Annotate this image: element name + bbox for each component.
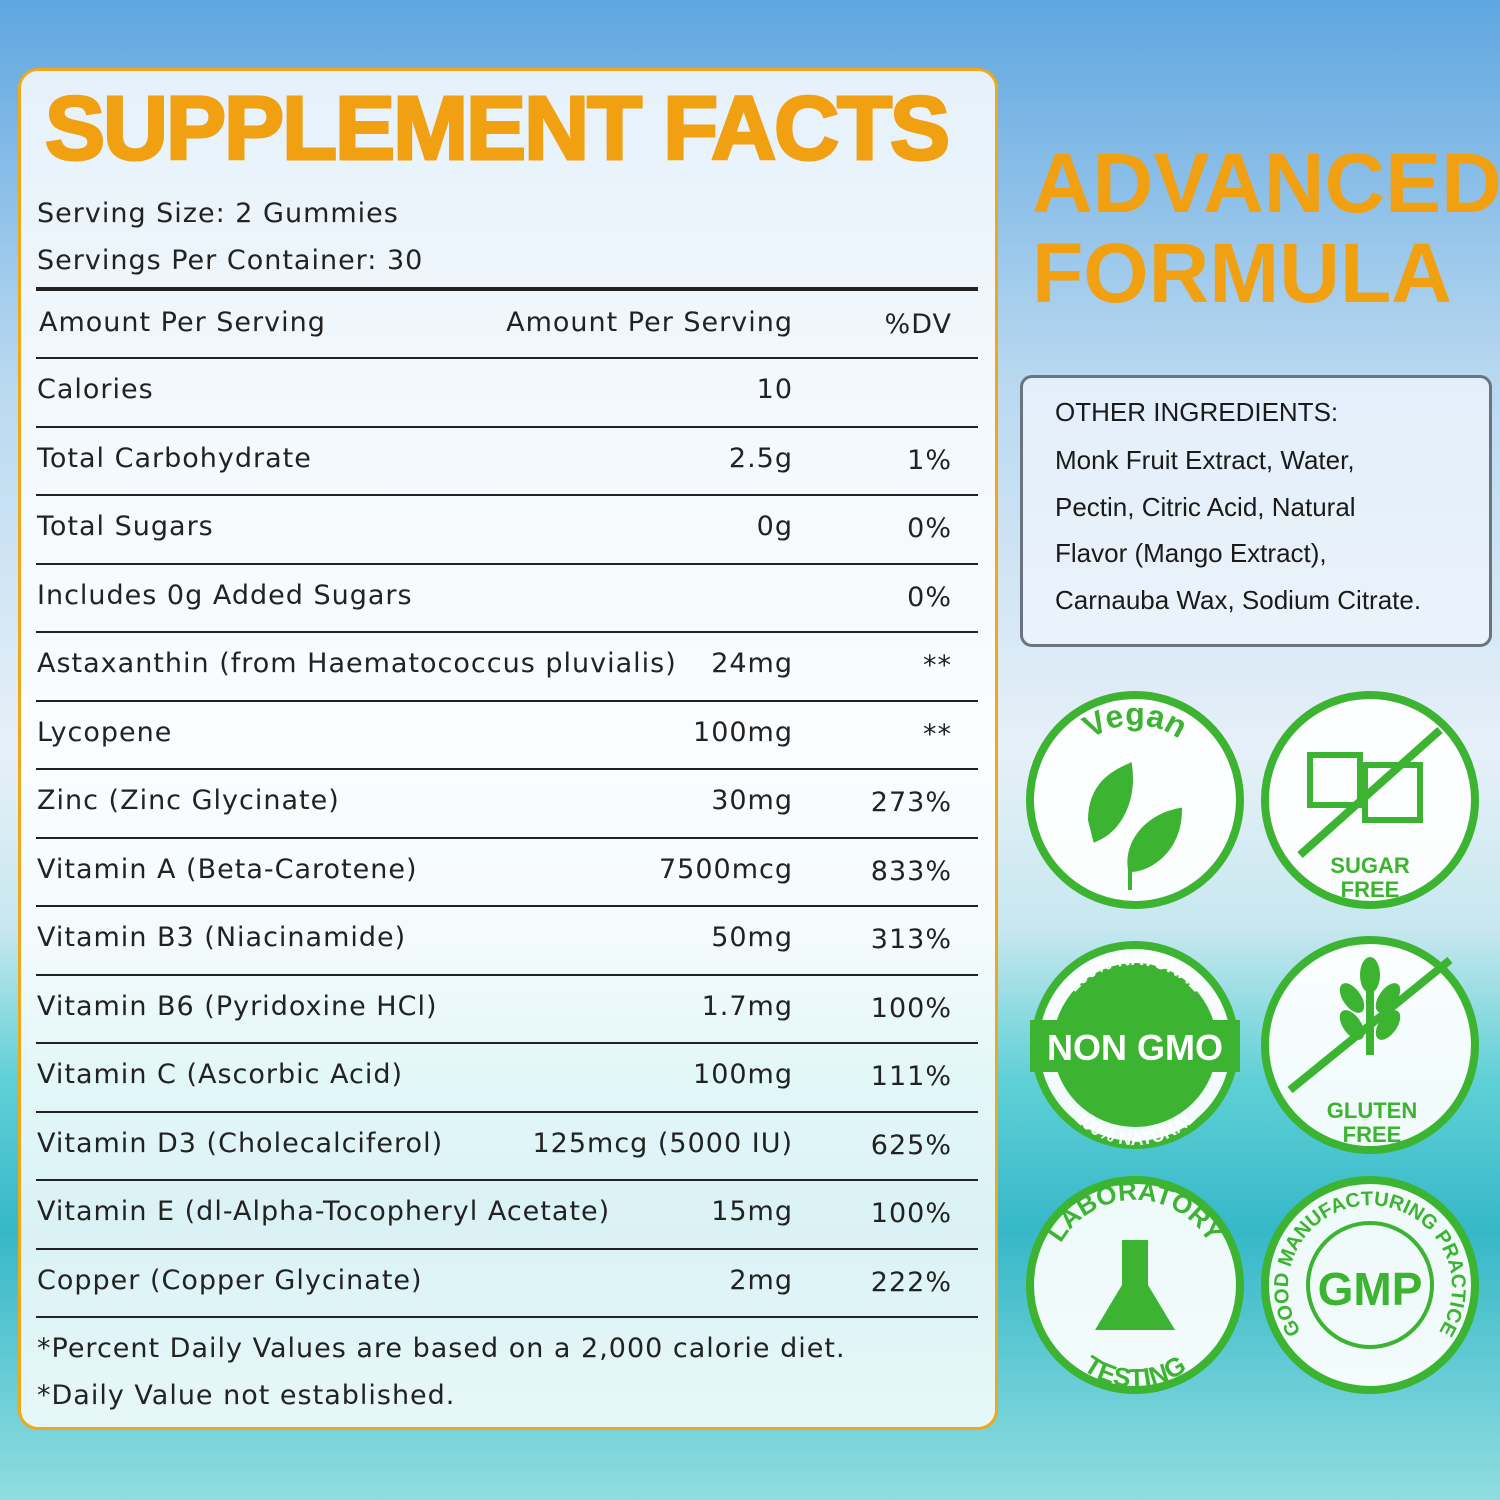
- nutrient-name: Lycopene: [37, 716, 173, 748]
- row-divider: [36, 562, 978, 565]
- nutrient-dv: 273%: [870, 787, 952, 818]
- nutrient-dv: 0%: [907, 581, 952, 613]
- row-divider: [36, 1179, 978, 1181]
- nutrient-name: Calories: [37, 374, 154, 405]
- row-divider: [36, 905, 978, 907]
- nutrient-amount: 125mcg (5000 IU): [532, 1127, 793, 1159]
- serving-size: Serving Size: 2 Gummies: [37, 198, 399, 229]
- nutrient-amount: 1.7mg: [701, 990, 793, 1022]
- badge-text: GMP: [1318, 1263, 1423, 1315]
- row-divider: [36, 1042, 978, 1044]
- formula-title: FORMULA: [1032, 226, 1452, 320]
- nutrient-dv: 100%: [870, 1198, 952, 1229]
- row-divider: [36, 1247, 978, 1250]
- nutrient-name: Vitamin B6 (Pyridoxine HCl): [37, 990, 438, 1022]
- row-divider: [36, 768, 978, 770]
- row-divider: [36, 1316, 978, 1318]
- flask-icon: [1095, 1240, 1175, 1330]
- nutrient-name: Includes 0g Added Sugars: [37, 579, 413, 611]
- ingredients-line: Flavor (Mango Extract),: [1055, 538, 1327, 568]
- row-divider: [36, 973, 978, 976]
- ingredients-line: Monk Fruit Extract, Water,: [1055, 445, 1355, 475]
- badge-gmp: [1261, 1176, 1479, 1394]
- nutrient-amount: 2.5g: [728, 442, 793, 474]
- nutrient-amount: 15mg: [711, 1196, 793, 1227]
- wheat-icon: [1339, 957, 1401, 1055]
- row-divider: [36, 494, 978, 496]
- nutrient-dv: 0%: [907, 513, 952, 544]
- ribbon: [1030, 1020, 1240, 1072]
- cube-icon: [1297, 727, 1443, 858]
- divider: [36, 287, 978, 291]
- nutrient-dv: 111%: [870, 1061, 952, 1092]
- nutrient-amount: 2mg: [729, 1264, 793, 1296]
- servings-per-container: Servings Per Container: 30: [37, 245, 424, 276]
- formula-title: ADVANCED: [1032, 136, 1500, 230]
- nutrient-name: Total Carbohydrate: [37, 442, 312, 474]
- footnote: *Percent Daily Values are based on a 2,0…: [37, 1333, 846, 1364]
- nutrient-amount: 24mg: [711, 648, 793, 679]
- nutrient-name: Astaxanthin (from Haematococcus pluviali…: [37, 648, 677, 679]
- nutrient-dv: **: [923, 650, 952, 681]
- column-header: Amount Per Serving: [39, 307, 326, 338]
- nutrient-name: Total Sugars: [37, 511, 214, 542]
- nutrient-amount: 10: [756, 374, 793, 405]
- badge-text: FREE: [1343, 1122, 1402, 1147]
- nutrient-name: Zinc (Zinc Glycinate): [37, 785, 340, 816]
- nutrient-name: Vitamin B3 (Niacinamide): [37, 922, 407, 953]
- nutrient-amount: 0g: [756, 511, 793, 542]
- nutrient-amount: 100mg: [693, 1059, 793, 1090]
- badge-text: NON GMO: [1047, 1027, 1223, 1068]
- nutrient-amount: 30mg: [711, 785, 793, 816]
- ingredients-heading: OTHER INGREDIENTS:: [1055, 397, 1339, 427]
- nutrient-name: Vitamin E (dl-Alpha-Tocopheryl Acetate): [37, 1196, 611, 1227]
- nutrient-name: Vitamin D3 (Cholecalciferol): [37, 1127, 444, 1159]
- ingredients-box: [1020, 375, 1492, 647]
- leaf-icon: [1087, 761, 1183, 890]
- badge-text: FREE: [1341, 877, 1400, 902]
- nutrient-dv: 833%: [870, 855, 952, 887]
- nutrient-amount: 50mg: [711, 922, 793, 953]
- nutrient-amount: 7500mcg: [659, 853, 793, 885]
- nutrient-name: Vitamin C (Ascorbic Acid): [37, 1059, 404, 1090]
- nutrient-name: Copper (Copper Glycinate): [37, 1264, 423, 1296]
- row-divider: [36, 699, 978, 702]
- nutrient-dv: 222%: [870, 1266, 952, 1298]
- nutrient-amount: 100mg: [693, 716, 793, 748]
- inner-ring: [1306, 1221, 1434, 1349]
- nutrient-dv: **: [923, 718, 952, 750]
- row-divider: [36, 357, 978, 359]
- footnote: *Daily Value not established.: [37, 1380, 456, 1411]
- nutrient-name: Vitamin A (Beta-Carotene): [37, 853, 418, 885]
- ingredients-line: Pectin, Citric Acid, Natural: [1055, 492, 1356, 522]
- row-divider: [36, 836, 978, 839]
- facts-panel: [18, 68, 998, 1430]
- nutrient-dv: 1%: [907, 444, 952, 476]
- badge-vegan: [1026, 691, 1244, 909]
- column-header: %DV: [884, 309, 952, 340]
- nutrient-dv: 313%: [870, 924, 952, 955]
- badge-text: SUGAR: [1330, 853, 1410, 878]
- nutrient-dv: 100%: [870, 992, 952, 1024]
- row-divider: [36, 425, 978, 428]
- badge-text: GLUTEN: [1327, 1098, 1417, 1123]
- slash: [1287, 956, 1453, 1094]
- column-header: Amount Per Serving: [506, 307, 793, 338]
- ingredients-line: Carnauba Wax, Sodium Citrate.: [1055, 585, 1422, 615]
- nutrient-dv: 625%: [870, 1129, 952, 1161]
- row-divider: [36, 1110, 978, 1113]
- facts-title: SUPPLEMENT FACTS: [43, 78, 951, 181]
- row-divider: [36, 631, 978, 633]
